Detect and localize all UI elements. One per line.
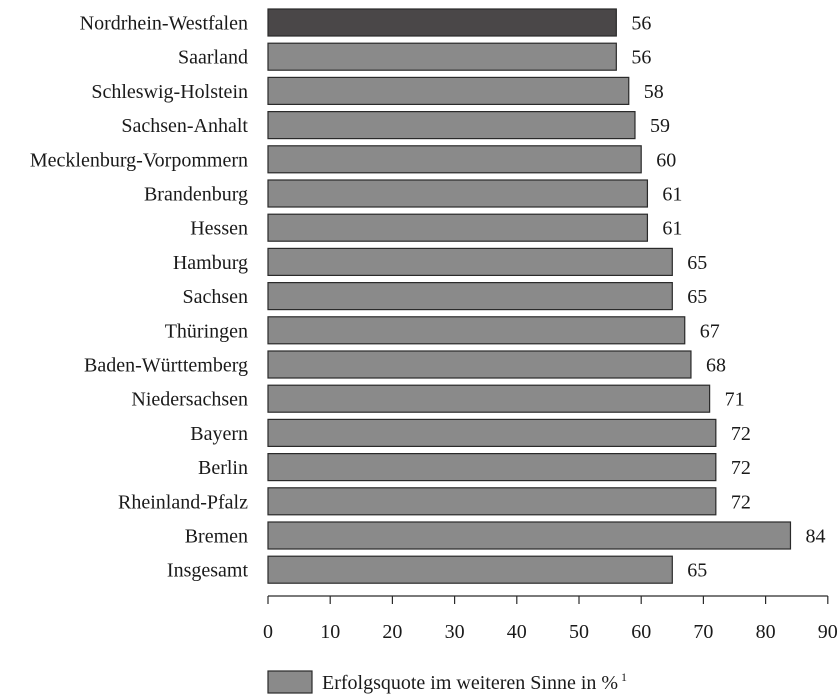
category-label: Bayern	[190, 423, 248, 445]
data-label: 72	[731, 457, 751, 479]
bar	[267, 42, 617, 71]
data-label: 60	[656, 149, 676, 171]
bar	[267, 487, 717, 516]
bar	[267, 110, 636, 140]
bar	[267, 179, 649, 208]
bar	[267, 8, 617, 37]
data-label: 59	[650, 115, 670, 137]
category-label: Baden-Württemberg	[84, 355, 248, 377]
bar	[267, 384, 711, 413]
bar	[267, 350, 692, 379]
bar	[267, 282, 673, 311]
data-label: 71	[725, 389, 745, 411]
category-label: Sachsen-Anhalt	[121, 115, 248, 137]
bar	[267, 418, 717, 447]
bar	[267, 213, 649, 242]
data-label: 61	[662, 184, 682, 206]
category-label: Nordrhein-Westfalen	[80, 13, 248, 35]
data-label: 72	[731, 423, 751, 445]
bar	[267, 555, 673, 584]
legend: Erfolgsquote im weiteren Sinne in % 1	[267, 670, 627, 694]
x-tick-label: 40	[507, 621, 527, 643]
category-label: Hamburg	[173, 252, 248, 274]
data-label: 84	[805, 526, 825, 548]
data-label: 58	[644, 81, 664, 103]
category-label: Saarland	[178, 47, 248, 69]
category-label: Schleswig-Holstein	[91, 81, 248, 103]
bar	[267, 453, 717, 482]
data-label: 67	[700, 320, 720, 342]
bar	[267, 76, 630, 106]
legend-footnote-marker: 1	[621, 670, 627, 684]
x-tick-label: 10	[320, 621, 340, 643]
bar	[267, 247, 673, 276]
x-tick-label: 50	[569, 621, 589, 643]
bar	[267, 145, 642, 174]
data-label: 65	[687, 252, 707, 274]
x-tick-label: 80	[756, 621, 776, 643]
category-label: Rheinland-Pfalz	[118, 491, 248, 513]
category-label: Niedersachsen	[131, 389, 248, 411]
category-label: Thüringen	[165, 320, 248, 342]
data-label: 61	[662, 218, 682, 240]
category-label: Berlin	[198, 457, 248, 479]
x-tick-label: 20	[382, 621, 402, 643]
bar	[267, 521, 792, 550]
x-tick-label: 60	[631, 621, 651, 643]
x-tick-label: 30	[445, 621, 465, 643]
data-label: 65	[687, 560, 707, 582]
data-label: 68	[706, 355, 726, 377]
data-label: 56	[631, 47, 651, 69]
category-label: Hessen	[190, 218, 248, 240]
data-label: 56	[631, 13, 651, 35]
bar	[267, 316, 686, 345]
legend-label: Erfolgsquote im weiteren Sinne in % 1	[322, 670, 627, 694]
data-label: 72	[731, 491, 751, 513]
x-axis: 0 10 20 30 40 50 60 70 80 90	[263, 595, 838, 643]
category-label: Insgesamt	[167, 560, 249, 582]
legend-label-text: Erfolgsquote im weiteren Sinne in %	[322, 672, 618, 694]
bars-group	[267, 8, 792, 584]
legend-swatch	[267, 670, 313, 694]
data-label: 65	[687, 286, 707, 308]
x-tick-label: 0	[263, 621, 273, 643]
x-tick-label: 90	[818, 621, 838, 643]
category-labels: Nordrhein-Westfalen Saarland Schleswig-Hol…	[30, 13, 249, 582]
category-label: Brandenburg	[144, 184, 248, 206]
category-label: Sachsen	[182, 286, 248, 308]
category-label: Mecklenburg-Vorpommern	[30, 149, 248, 171]
x-tick-label: 70	[693, 621, 713, 643]
category-label: Bremen	[185, 526, 248, 548]
